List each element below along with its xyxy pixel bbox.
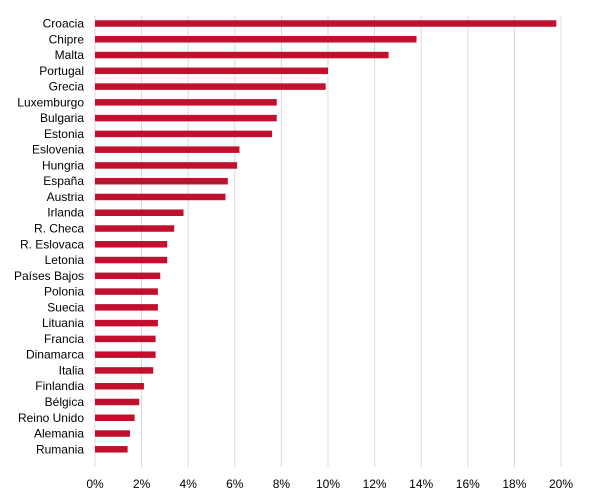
x-tick-label: 4%: [180, 477, 198, 491]
x-tick-label: 2%: [133, 477, 151, 491]
category-label: Polonia: [44, 285, 84, 299]
bar: [95, 225, 175, 232]
x-tick-label: 14%: [409, 477, 433, 491]
x-tick-label: 18%: [502, 477, 526, 491]
bar: [95, 193, 226, 201]
category-label: Bulgaria: [40, 111, 84, 125]
bar: [95, 51, 389, 59]
category-label: Eslovenia: [32, 143, 84, 157]
bar: [95, 335, 156, 343]
category-label: Austria: [47, 190, 85, 204]
bar: [95, 146, 240, 153]
bar: [95, 351, 156, 358]
x-tick-label: 20%: [549, 477, 573, 491]
category-label: R. Eslovaca: [20, 237, 84, 251]
category-label: Italia: [59, 363, 85, 377]
category-label: Reino Unido: [18, 411, 84, 425]
category-label: R. Checa: [34, 222, 84, 236]
bar: [95, 272, 161, 280]
category-label: Portugal: [39, 64, 84, 78]
category-label: Alemania: [34, 427, 84, 441]
category-label: Lituania: [42, 316, 84, 330]
x-tick-labels: 0% 2% 4% 6% 8% 10% 12% 14% 16% 18% 20%: [86, 477, 573, 491]
gridlines: [94, 16, 562, 467]
category-label: Estonia: [44, 127, 84, 141]
category-label: Hungria: [42, 158, 84, 172]
bar: [95, 130, 273, 138]
category-label: Malta: [55, 48, 85, 62]
bar: [95, 367, 154, 374]
bar: [95, 256, 168, 264]
bar: [95, 446, 128, 453]
category-label: Dinamarca: [26, 348, 84, 362]
bar: [95, 36, 417, 43]
bar: [95, 177, 228, 185]
category-label: Francia: [44, 332, 84, 346]
bar: [95, 241, 168, 248]
category-label: Croacia: [43, 17, 85, 31]
bar: [95, 209, 184, 216]
bar: [95, 398, 140, 406]
bar: [95, 114, 277, 122]
category-label: Finlandia: [35, 379, 84, 393]
bar: [95, 319, 158, 327]
bar: [95, 414, 135, 421]
bar: [95, 162, 238, 169]
x-tick-label: 16%: [456, 477, 480, 491]
category-label: Países Bajos: [14, 269, 84, 283]
category-label: Luxemburgo: [17, 95, 84, 109]
x-tick-label: 0%: [86, 477, 104, 491]
bar: [95, 382, 144, 390]
category-label: Chipre: [49, 32, 85, 46]
category-label: Irlanda: [47, 206, 84, 220]
category-label: Grecia: [49, 80, 85, 94]
category-label: Bélgica: [45, 395, 85, 409]
category-label: España: [43, 174, 84, 188]
x-tick-label: 10%: [316, 477, 340, 491]
bar: [95, 99, 277, 106]
category-label: Suecia: [47, 300, 84, 314]
bar: [95, 430, 130, 437]
category-label: Rumania: [36, 442, 84, 456]
category-label: Letonia: [45, 253, 85, 267]
x-tick-label: 8%: [273, 477, 291, 491]
bar: [95, 20, 557, 27]
x-tick-label: 12%: [363, 477, 387, 491]
bar: [95, 288, 158, 295]
bar: [95, 304, 158, 311]
bar: [95, 67, 328, 75]
x-tick-label: 6%: [226, 477, 244, 491]
bar: [95, 83, 326, 90]
bars: [95, 20, 557, 453]
